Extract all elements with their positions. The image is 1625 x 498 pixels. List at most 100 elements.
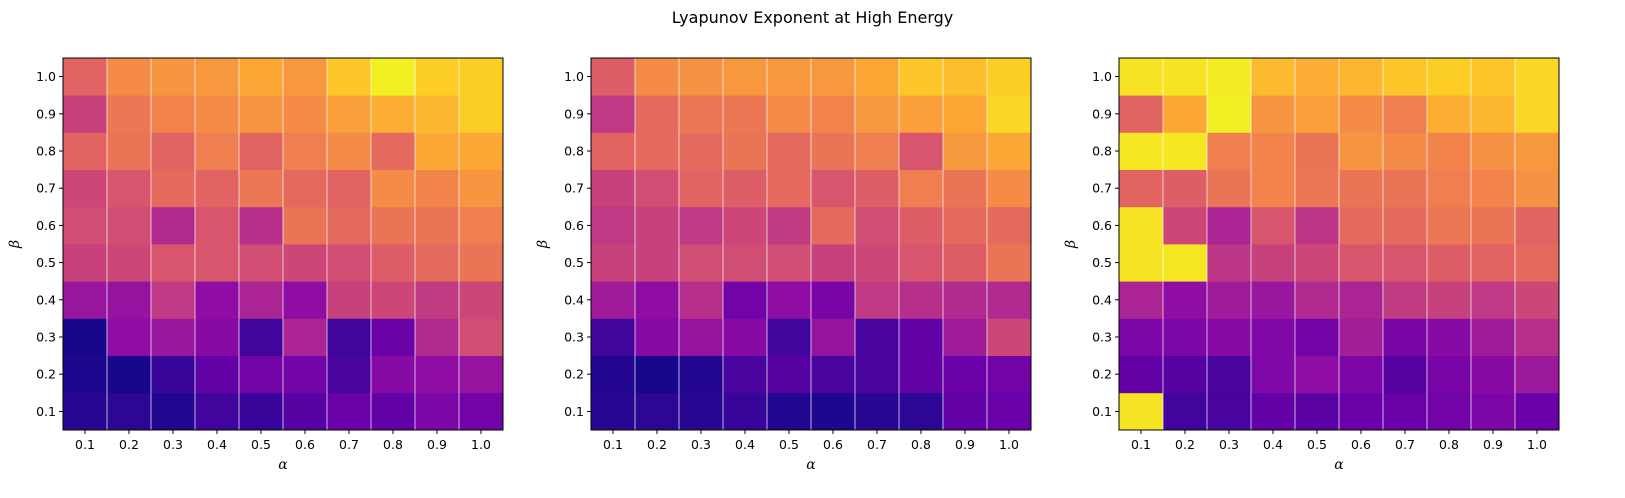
heatmap-cell xyxy=(1339,206,1384,245)
heatmap-cell xyxy=(195,355,240,394)
heatmap-cell xyxy=(899,169,944,208)
x-tick-label: 0.7 xyxy=(867,437,887,452)
heatmap-cell xyxy=(1295,281,1340,319)
heatmap-cell xyxy=(855,58,900,96)
heatmap-cell xyxy=(415,281,460,319)
heatmap-cell xyxy=(1207,58,1252,96)
heatmap-cell xyxy=(415,169,460,208)
heatmap-cell xyxy=(1119,95,1164,133)
heatmap-cell xyxy=(723,132,768,170)
heatmap-cell xyxy=(767,169,812,208)
x-tick-label: 1.0 xyxy=(1527,437,1547,452)
heatmap-cell xyxy=(63,392,108,431)
x-tick-label: 0.8 xyxy=(383,437,403,452)
axes-frame xyxy=(62,57,504,431)
heatmap-cell xyxy=(1515,169,1560,208)
heatmap-cell xyxy=(239,244,284,282)
heatmap-cell xyxy=(1207,95,1252,133)
figure-title: Lyapunov Exponent at High Energy xyxy=(672,8,954,27)
heatmap-cell xyxy=(635,169,680,208)
heatmap-cell xyxy=(1515,281,1560,319)
heatmap-cell xyxy=(855,132,900,170)
heatmap-cell xyxy=(195,392,240,431)
y-tick-label: 0.8 xyxy=(564,144,584,159)
heatmap-cell xyxy=(1515,58,1560,96)
heatmap-cell xyxy=(1427,95,1472,133)
y-tick-label: 0.4 xyxy=(36,292,56,307)
heatmap-cell xyxy=(679,206,724,245)
heatmap-cell xyxy=(63,95,108,133)
heatmap-cell xyxy=(1295,206,1340,245)
heatmap-cell xyxy=(1339,58,1384,96)
heatmap-cell xyxy=(1119,318,1164,356)
y-tick-label: 0.6 xyxy=(36,218,56,233)
x-tick-label: 0.7 xyxy=(1395,437,1415,452)
heatmap-cell xyxy=(151,206,196,245)
heatmap-cell xyxy=(1207,169,1252,208)
heatmap-cell xyxy=(1471,132,1516,170)
heatmap-cell xyxy=(283,206,328,245)
heatmap-cell xyxy=(1119,392,1164,431)
heatmap-cell xyxy=(283,169,328,208)
heatmap-cell xyxy=(1427,392,1472,431)
heatmap-cell xyxy=(855,318,900,356)
heatmap-cell xyxy=(855,355,900,394)
y-axis-label: β xyxy=(535,240,551,249)
heatmap-cell xyxy=(1427,244,1472,282)
heatmap-cell xyxy=(151,244,196,282)
heatmap-cell xyxy=(811,244,856,282)
heatmap-cell xyxy=(1119,206,1164,245)
y-tick-label: 0.1 xyxy=(1092,404,1112,419)
heatmap-cell xyxy=(679,392,724,431)
heatmap-cell xyxy=(371,206,416,245)
x-tick-label: 0.1 xyxy=(603,437,623,452)
heatmap-cell xyxy=(151,58,196,96)
heatmap-cell xyxy=(195,318,240,356)
heatmap-cell xyxy=(723,58,768,96)
heatmap-cell xyxy=(1163,244,1208,282)
y-tick-label: 0.6 xyxy=(564,218,584,233)
heatmap-cell xyxy=(1339,244,1384,282)
x-tick-label: 0.2 xyxy=(647,437,667,452)
heatmap-cell xyxy=(591,169,636,208)
heatmap-cell xyxy=(459,355,504,394)
x-tick-label: 0.3 xyxy=(163,437,183,452)
heatmap-cell xyxy=(943,169,988,208)
y-tick-label: 0.9 xyxy=(1092,106,1112,121)
heatmap-cell xyxy=(1427,318,1472,356)
y-tick-label: 0.5 xyxy=(1092,255,1112,270)
heatmap-cell xyxy=(283,318,328,356)
heatmap-cell xyxy=(1251,244,1296,282)
y-tick-label: 0.2 xyxy=(564,367,584,382)
heatmap-cell xyxy=(239,95,284,133)
heatmap-cell xyxy=(415,355,460,394)
x-tick-label: 0.4 xyxy=(735,437,755,452)
y-tick-label: 0.9 xyxy=(564,106,584,121)
y-tick-label: 0.4 xyxy=(1092,292,1112,307)
y-tick-label: 0.6 xyxy=(1092,218,1112,233)
heatmap-cell xyxy=(283,95,328,133)
heatmap-cell xyxy=(371,392,416,431)
y-tick-label: 0.3 xyxy=(36,330,56,345)
heatmap-cell xyxy=(591,318,636,356)
heatmap-cell xyxy=(723,355,768,394)
heatmap-cell xyxy=(327,392,372,431)
heatmap-cell xyxy=(591,206,636,245)
heatmap-cell xyxy=(811,132,856,170)
x-tick-label: 0.8 xyxy=(911,437,931,452)
heatmap-cell xyxy=(635,95,680,133)
x-tick-label: 0.6 xyxy=(1351,437,1371,452)
heatmap-cell xyxy=(899,95,944,133)
heatmap-cell xyxy=(107,281,152,319)
heatmap-cell xyxy=(239,281,284,319)
y-tick-label: 0.3 xyxy=(1092,330,1112,345)
heatmap-cell xyxy=(723,281,768,319)
heatmap-cell xyxy=(1163,206,1208,245)
heatmap-cell xyxy=(1119,355,1164,394)
heatmap-cell xyxy=(151,169,196,208)
heatmap-cell xyxy=(635,244,680,282)
heatmap-cell xyxy=(1251,206,1296,245)
heatmap-cell xyxy=(1515,132,1560,170)
heatmap-cell xyxy=(1207,318,1252,356)
heatmap-cell xyxy=(371,281,416,319)
